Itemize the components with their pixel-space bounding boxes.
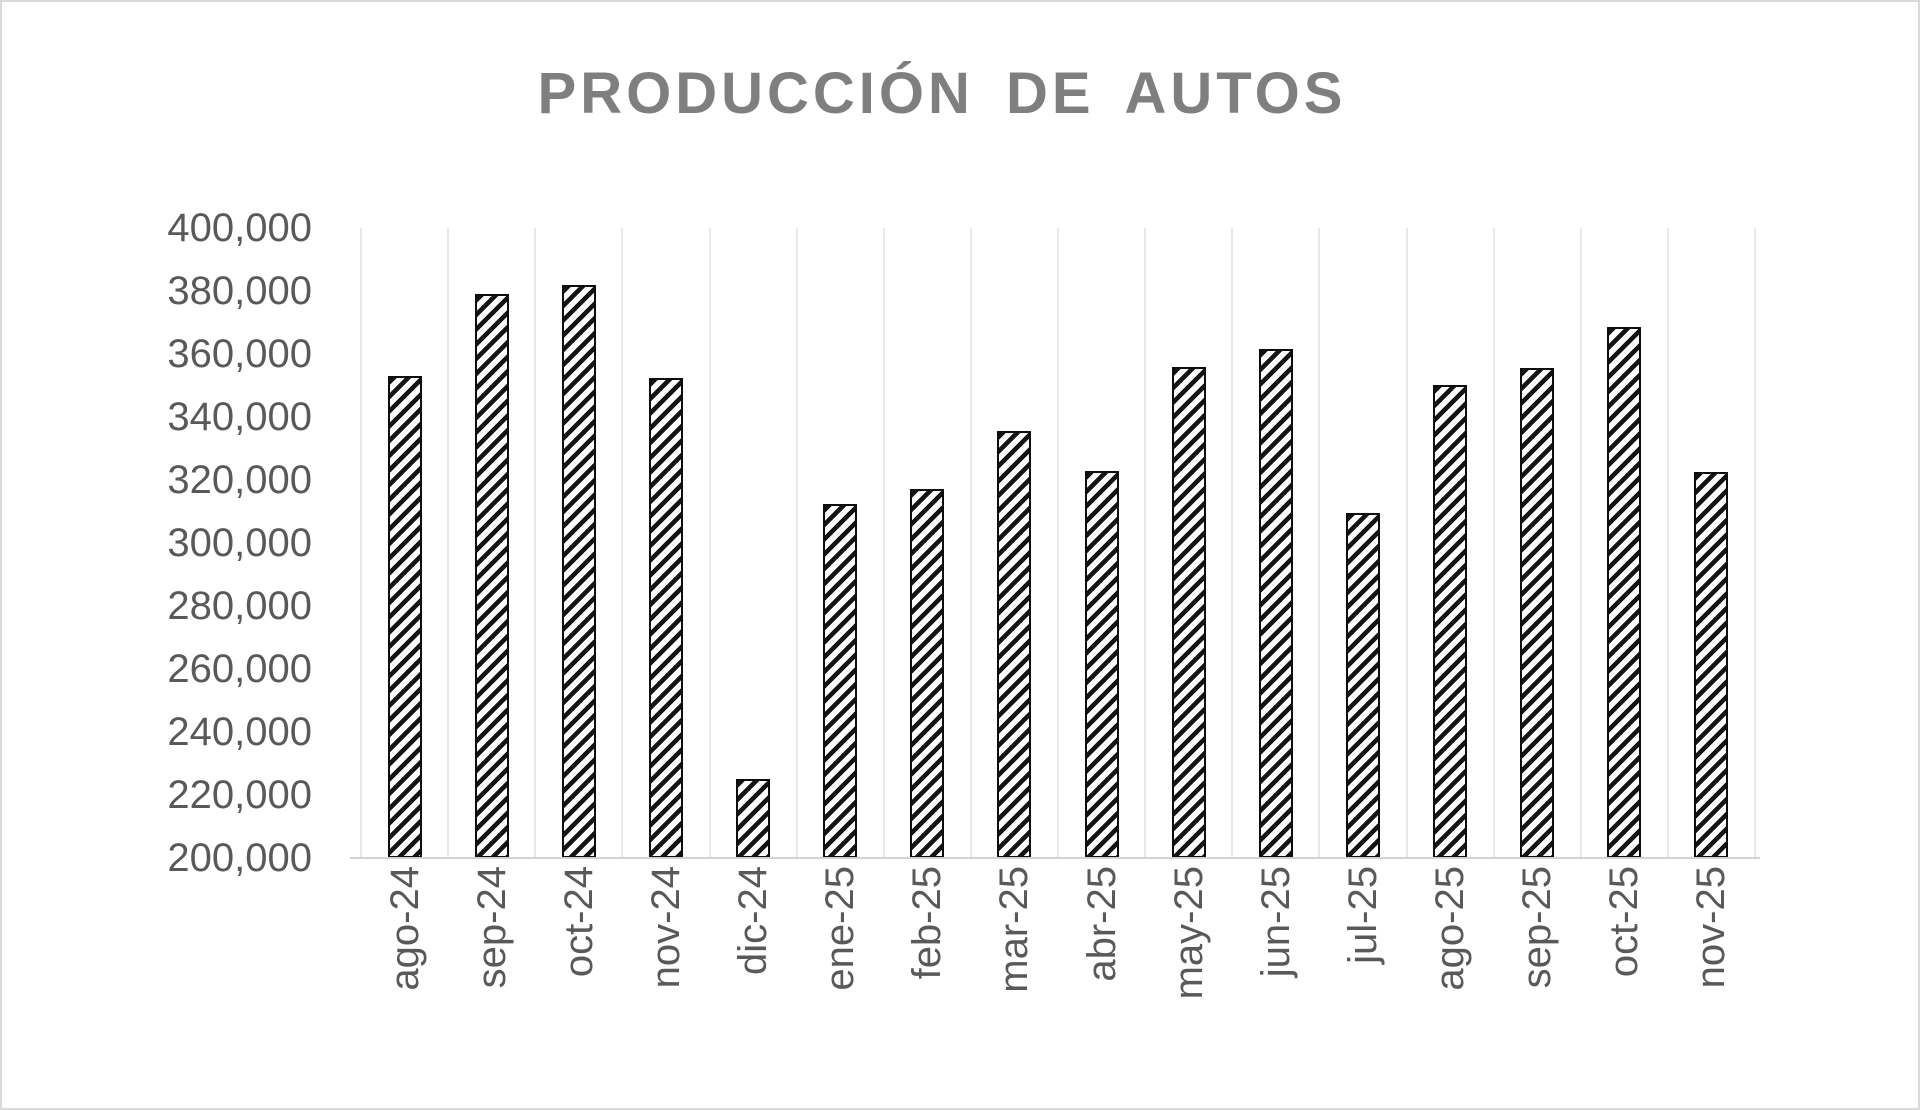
bar: [910, 489, 945, 858]
y-axis-label: 280,000: [167, 584, 312, 628]
x-axis-label: sep-25: [1515, 866, 1560, 989]
bar: [561, 285, 596, 858]
category-gridline: [795, 228, 798, 858]
category-gridline: [1666, 228, 1669, 858]
bar: [474, 294, 509, 858]
bar: [1520, 368, 1555, 858]
category-gridline: [1318, 228, 1321, 858]
y-axis-label: 240,000: [167, 710, 312, 754]
bar: [823, 504, 858, 858]
bar: [1345, 513, 1380, 858]
category-gridline: [1057, 228, 1059, 858]
x-axis-label: oct-24: [556, 866, 601, 978]
x-axis-label: mar-25: [992, 866, 1037, 993]
x-axis-label: ago-24: [382, 866, 427, 991]
category-gridline: [882, 228, 885, 858]
bar: [1694, 472, 1729, 858]
category-gridline: [534, 228, 537, 858]
category-gridline: [447, 228, 450, 858]
bar: [1258, 349, 1293, 858]
y-axis-label: 200,000: [167, 836, 312, 880]
x-axis-label: sep-24: [469, 866, 514, 989]
category-gridline: [621, 228, 624, 858]
category-gridline: [1231, 228, 1234, 858]
bar: [736, 779, 771, 858]
x-axis-label: nov-24: [643, 866, 688, 989]
y-axis-label: 340,000: [167, 395, 312, 439]
category-gridline: [1144, 228, 1147, 858]
category-gridline: [360, 228, 362, 858]
x-axis-label: oct-25: [1602, 866, 1647, 978]
category-gridline: [1405, 228, 1408, 858]
x-axis-line: [350, 857, 1760, 859]
bar: [1607, 327, 1642, 858]
bar: [387, 376, 422, 858]
y-axis-label: 260,000: [167, 647, 312, 691]
category-gridline: [1579, 228, 1582, 858]
x-axis-label: nov-25: [1689, 866, 1734, 989]
x-axis-label: jul-25: [1340, 866, 1385, 964]
x-axis-label: abr-25: [1079, 866, 1124, 982]
x-axis-label: ago-25: [1428, 866, 1473, 991]
bar: [1171, 367, 1206, 858]
category-gridline: [1754, 228, 1756, 858]
x-axis-label: may-25: [1166, 866, 1211, 1000]
bar: [997, 431, 1032, 858]
y-axis-label: 300,000: [167, 521, 312, 565]
category-gridline: [708, 228, 711, 858]
x-axis-label: feb-25: [905, 866, 950, 980]
chart-title: PRODUCCIÓN DE AUTOS: [537, 61, 1347, 126]
category-gridline: [969, 228, 972, 858]
x-axis-label: dic-24: [731, 866, 776, 975]
bar: [1084, 471, 1119, 858]
y-axis-label: 400,000: [167, 206, 312, 250]
bar: [1433, 385, 1468, 858]
plot-area: [360, 228, 1756, 858]
y-axis-label: 360,000: [167, 332, 312, 376]
y-axis-label: 380,000: [167, 269, 312, 313]
y-axis-label: 320,000: [167, 458, 312, 502]
category-gridline: [1492, 228, 1495, 858]
x-axis-label: jun-25: [1253, 866, 1298, 978]
y-axis-label: 220,000: [167, 773, 312, 817]
x-axis-label: ene-25: [818, 866, 863, 991]
bar: [648, 378, 683, 858]
